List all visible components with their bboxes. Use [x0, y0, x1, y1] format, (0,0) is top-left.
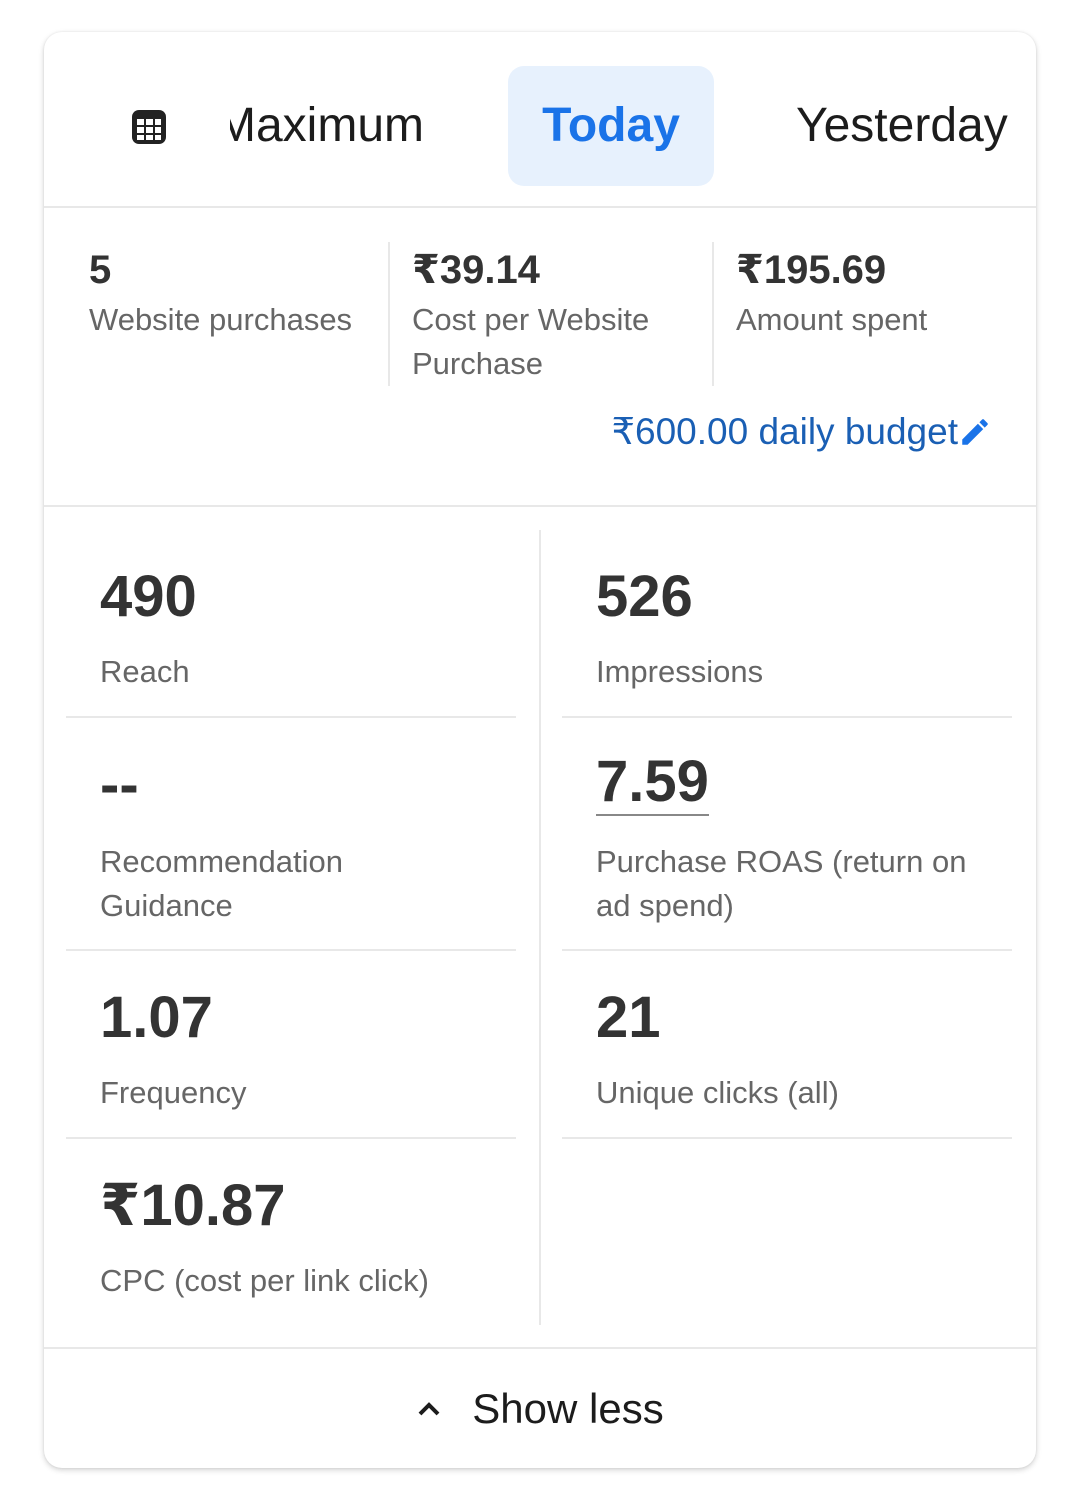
- calendar-grid-icon[interactable]: [130, 107, 168, 147]
- metric-purchase-roas: 7.59 Purchase ROAS (return on ad spend): [596, 749, 967, 923]
- divider: [388, 242, 390, 386]
- divider: [712, 242, 714, 386]
- metric-reach: 490 Reach: [100, 564, 197, 689]
- tab-maximum[interactable]: Maximum: [230, 99, 425, 152]
- divider: [539, 530, 541, 1325]
- divider: [66, 716, 516, 718]
- summary-website-purchases: 5 Website purchases: [89, 248, 353, 337]
- divider: [66, 949, 516, 951]
- summary-amount-spent: ₹195.69 Amount spent: [736, 248, 928, 337]
- metric-impressions: 526 Impressions: [596, 564, 764, 689]
- metric-recommendation-guidance: -- Recommendation Guidance: [100, 752, 343, 923]
- show-less-button[interactable]: Show less: [44, 1347, 1036, 1468]
- divider: [66, 1137, 516, 1139]
- divider: [562, 1137, 1012, 1139]
- tab-yesterday[interactable]: Yesterday: [796, 99, 1008, 152]
- divider: [562, 949, 1012, 951]
- metric-frequency: 1.07 Frequency: [100, 985, 247, 1110]
- insights-card: Maximum Today Yesterday 5 Website purcha…: [44, 32, 1036, 1468]
- divider: [562, 716, 1012, 718]
- daily-budget-link[interactable]: ₹600.00 daily budget: [611, 410, 992, 453]
- summary-section: 5 Website purchases ₹39.14 Cost per Webs…: [44, 210, 1036, 507]
- pencil-icon[interactable]: [958, 415, 992, 449]
- summary-cost-per-purchase: ₹39.14 Cost per Website Purchase: [412, 248, 650, 381]
- date-range-tabs: Maximum Today Yesterday: [44, 32, 1036, 208]
- metric-cpc: ₹10.87 CPC (cost per link click): [100, 1173, 429, 1298]
- tab-today[interactable]: Today: [508, 66, 714, 186]
- chevron-up-icon: [418, 1401, 440, 1415]
- metric-unique-clicks: 21 Unique clicks (all): [596, 985, 839, 1110]
- metrics-grid: 490 Reach 526 Impressions -- Recommendat…: [44, 507, 1036, 1347]
